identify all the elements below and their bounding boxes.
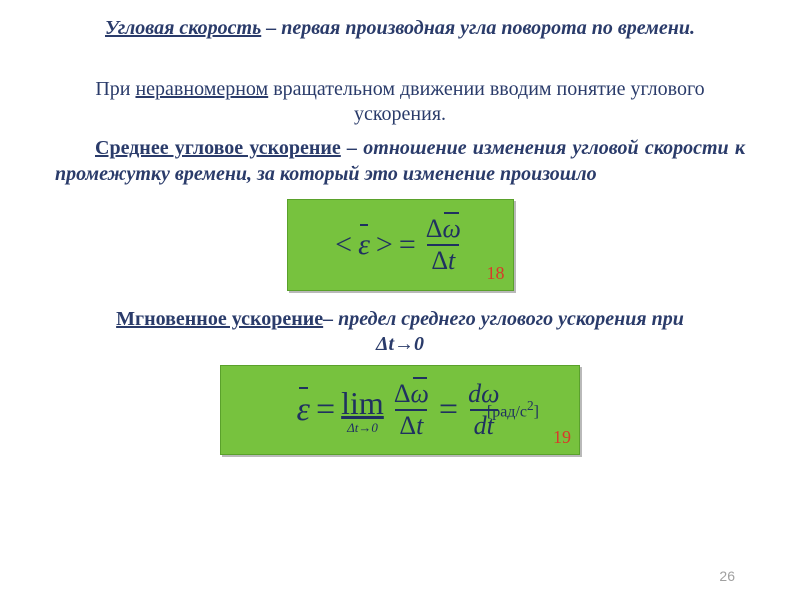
eq19-epsilon-bar: ε [297, 391, 310, 429]
eq19-unit-close: ] [534, 403, 539, 420]
eq19-number: 19 [553, 427, 571, 448]
term-angular-velocity: Угловая скорость [105, 17, 261, 39]
eq18-denominator: Δt [427, 244, 459, 274]
formula-19-wrap: ε = lim Δt→0 Δω Δt = d ω [55, 365, 745, 455]
para2-dash: – [341, 137, 363, 159]
paragraph-nonuniform: При неравномерном вращательном движении … [55, 77, 745, 127]
eq19-d1: d [468, 379, 481, 408]
eq19-frac1-den: Δt [395, 409, 427, 439]
para3-dash: – [323, 308, 338, 330]
eq19-equals1: = [316, 391, 335, 429]
para1-pre: При [95, 78, 135, 100]
eq18-bracket-close: > [376, 228, 393, 262]
eq18-fraction: Δω Δt [422, 216, 465, 274]
eq18-epsilon-bar: ε [358, 228, 370, 262]
para3-limit: Δt→0 [376, 333, 424, 355]
eq18-numerator: Δω [422, 216, 465, 244]
paragraph-instant-accel: Мгновенное ускорение– предел среднего уг… [55, 307, 745, 357]
heading-instant-accel: Мгновенное ускорение [116, 308, 323, 330]
eq19-frac1: Δω Δt [390, 381, 433, 439]
eq19-equals2: = [439, 391, 458, 429]
eq18-t: t [448, 246, 455, 275]
eq19-lim: lim Δt→0 [341, 387, 384, 434]
equation-19: ε = lim Δt→0 Δω Δt = d ω [297, 381, 504, 439]
formula-19-box: ε = lim Δt→0 Δω Δt = d ω [220, 365, 580, 455]
eq19-lim-label: lim [341, 387, 384, 419]
eq19-frac1-num: Δω [390, 381, 433, 409]
eq18-equals: = [399, 228, 416, 262]
para3-body: предел среднего углового ускорения при [338, 308, 684, 330]
slide: Угловая скорость – первая производная уг… [0, 0, 800, 600]
formula-18-wrap: < ε > = Δω Δt 18 [55, 199, 745, 291]
eq19-d2: d [474, 411, 487, 440]
eq18-delta-top: Δ [426, 214, 443, 243]
eq19-lim-sub: Δt→0 [347, 421, 378, 434]
eq18-bracket-open: < [335, 228, 352, 262]
eq19-unit-open: [рад/с [487, 403, 527, 420]
para1-post: вращательном движении вводим понятие угл… [268, 78, 704, 125]
equation-18: < ε > = Δω Δt [335, 216, 465, 274]
title-block: Угловая скорость – первая производная уг… [55, 16, 745, 41]
eq19-delta1: Δ [394, 379, 411, 408]
formula-18-box: < ε > = Δω Δt 18 [287, 199, 514, 291]
eq19-omega1: ω [411, 381, 429, 407]
eq19-delta2: Δ [399, 411, 416, 440]
term-nonuniform: неравномерном [135, 78, 268, 100]
eq19-t1: t [416, 411, 423, 440]
eq18-delta-bot: Δ [431, 246, 448, 275]
eq19-unit: [рад/с2] [487, 398, 539, 421]
page-number: 26 [719, 568, 735, 584]
eq18-omega-bar: ω [442, 216, 460, 242]
paragraph-avg-accel: Среднее угловое ускорение – отношение из… [55, 135, 745, 187]
title-rest: – первая производная угла поворота по вр… [261, 17, 695, 39]
heading-avg-accel: Среднее угловое ускорение [95, 137, 341, 159]
eq18-number: 18 [487, 263, 505, 284]
eq19-unit-exp: 2 [527, 398, 534, 413]
